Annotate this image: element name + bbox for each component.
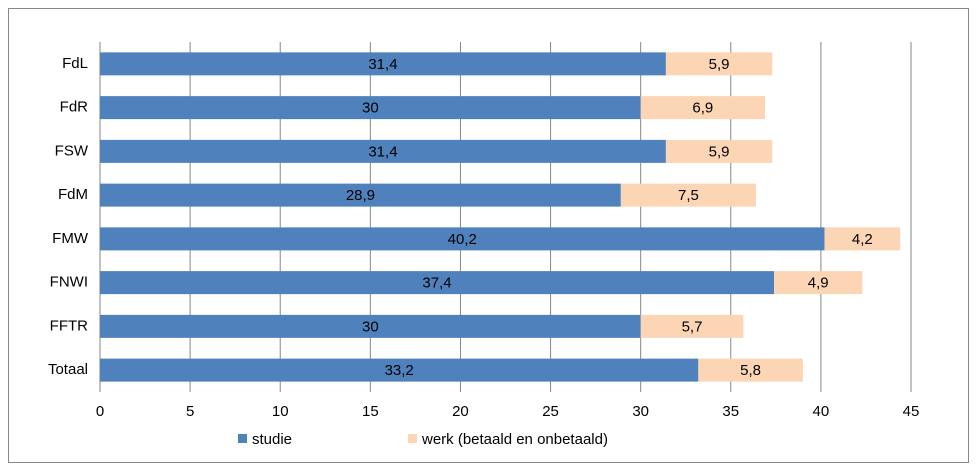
x-tick-label: 5 [186,403,194,420]
bar-segment [698,358,803,382]
bar-segment [100,314,641,338]
bar-segment [774,271,863,295]
x-tick-label: 35 [722,403,739,420]
y-tick-label: FFTR [50,317,88,334]
data-label: 31,4 [368,143,397,160]
x-tick-label: 25 [542,403,559,420]
x-tick-label: 20 [452,403,469,420]
x-tick-label: 0 [96,403,104,420]
bar-segment [824,227,901,251]
bar-segment [100,96,641,120]
bar-segment [640,96,766,120]
data-label: 4,9 [808,275,829,292]
data-label: 4,2 [852,231,873,248]
bar-segment [100,183,621,207]
data-label: 28,9 [346,187,375,204]
data-label: 5,9 [709,143,730,160]
x-tick-label: 15 [362,403,379,420]
legend-label: studie [252,431,292,448]
bar-segment [100,271,775,295]
y-tick-label: FSW [55,142,89,159]
bar-segment [665,139,773,163]
legend-swatch [238,434,247,443]
data-label: 5,7 [682,318,703,335]
bar-segment [665,52,773,76]
data-label: 31,4 [368,56,397,73]
y-tick-label: FdM [58,186,88,203]
data-label: 5,8 [740,362,761,379]
x-tick-label: 10 [272,403,289,420]
data-label: 37,4 [422,275,451,292]
x-tick-label: 45 [903,403,920,420]
data-label: 40,2 [448,231,477,248]
y-tick-label: Totaal [48,361,88,378]
y-tick-label: FdL [62,55,88,72]
bar-segment [100,227,825,251]
data-label: 6,9 [692,100,713,117]
x-tick-label: 30 [632,403,649,420]
data-label: 7,5 [678,187,699,204]
data-label: 33,2 [385,362,414,379]
bar-segment [100,358,699,382]
y-tick-label: FNWI [50,274,88,291]
y-tick-label: FMW [52,230,89,247]
bar-segment [640,314,744,338]
data-label: 30 [362,318,379,335]
bar-segment [100,139,666,163]
x-tick-label: 40 [813,403,830,420]
bar-segment [100,52,666,76]
data-label: 30 [362,100,379,117]
legend-swatch [408,434,417,443]
bar-segment [620,183,757,207]
legend-label: werk (betaald en onbetaald) [421,431,608,448]
data-label: 5,9 [709,56,730,73]
y-tick-label: FdR [60,99,89,116]
